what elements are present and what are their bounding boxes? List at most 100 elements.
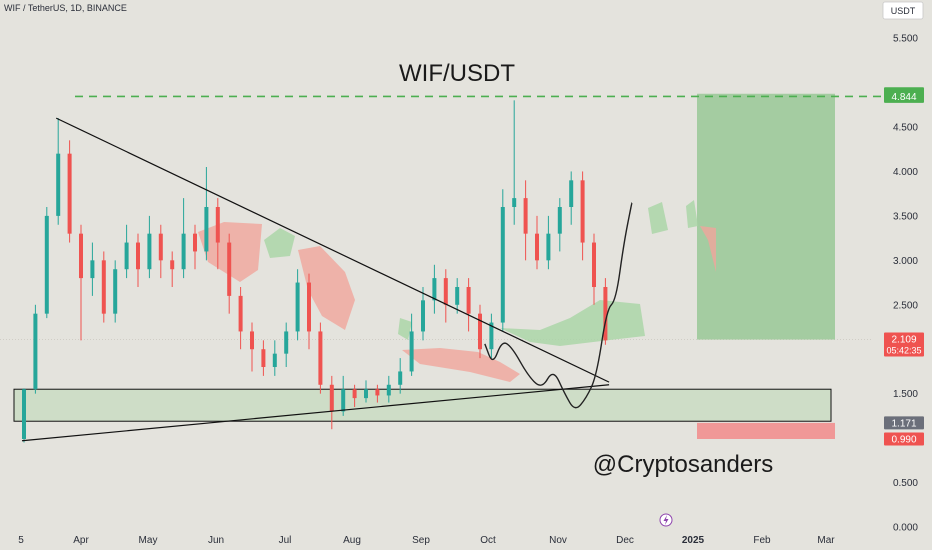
candle-body-0[interactable] — [22, 389, 26, 439]
cloud-segment-3 — [402, 348, 520, 382]
candle-body-17[interactable] — [215, 207, 220, 243]
descending-trendline[interactable] — [55, 117, 610, 383]
candle-body-48[interactable] — [569, 180, 574, 207]
candle-body-21[interactable] — [261, 349, 266, 367]
candle-body-19[interactable] — [238, 295, 243, 332]
symbol-info-label: WIF / TetherUS, 1D, BINANCE — [4, 3, 127, 13]
candle-body-31[interactable] — [375, 389, 380, 396]
candle-body-36[interactable] — [432, 278, 437, 301]
candle-body-43[interactable] — [512, 198, 517, 207]
candle-body-32[interactable] — [386, 384, 391, 396]
candle-body-4[interactable] — [67, 153, 72, 234]
candle-body-33[interactable] — [398, 371, 403, 385]
candle-body-5[interactable] — [79, 233, 83, 279]
candle-body-1[interactable] — [33, 313, 38, 390]
x-tick-label-1: Apr — [73, 535, 89, 546]
candle-body-34[interactable] — [409, 331, 414, 372]
candle-body-22[interactable] — [272, 353, 277, 367]
candle-body-10[interactable] — [136, 242, 140, 270]
candle-body-6[interactable] — [90, 260, 95, 279]
ascending-trendline[interactable] — [21, 384, 610, 442]
cloud-segment-2 — [298, 246, 355, 330]
candle-body-27[interactable] — [329, 384, 334, 412]
cloud-segment-7 — [686, 200, 698, 228]
x-tick-label-10: 2025 — [682, 535, 705, 546]
candle-body-16[interactable] — [204, 207, 209, 252]
candle-body-38[interactable] — [455, 287, 460, 305]
x-tick-label-12: Mar — [817, 535, 835, 546]
candle-body-51[interactable] — [603, 287, 608, 341]
price-badge-label-1: 4.844 — [891, 92, 916, 103]
candle-body-2[interactable] — [44, 215, 49, 314]
currency-badge-label: USDT — [891, 6, 916, 16]
candle-body-18[interactable] — [227, 242, 232, 296]
candle-body-7[interactable] — [101, 260, 106, 314]
candle-body-15[interactable] — [193, 233, 197, 252]
candle-body-28[interactable] — [341, 389, 346, 412]
price-badge-label-4: 0.990 — [891, 435, 916, 446]
candle-body-45[interactable] — [535, 233, 539, 261]
x-tick-label-8: Nov — [549, 535, 567, 546]
currency-badge[interactable]: USDT — [882, 1, 924, 20]
candle-body-25[interactable] — [307, 282, 311, 332]
candle-body-42[interactable] — [500, 207, 505, 323]
candle-body-9[interactable] — [124, 242, 129, 270]
candle-body-26[interactable] — [318, 331, 323, 385]
candles-layer[interactable] — [22, 100, 608, 443]
x-tick-label-11: Feb — [753, 535, 771, 546]
y-tick-label-6: 1.500 — [893, 389, 918, 400]
candle-body-23[interactable] — [284, 331, 289, 354]
candle-body-47[interactable] — [557, 207, 562, 234]
trendlines-layer — [21, 117, 633, 442]
price-badge-1 — [884, 89, 924, 103]
candle-body-20[interactable] — [250, 331, 254, 350]
y-tick-label-2: 4.000 — [893, 167, 918, 178]
candle-body-11[interactable] — [147, 233, 152, 270]
x-tick-label-9: Dec — [616, 535, 634, 546]
price-badge-label-3: 1.171 — [891, 418, 916, 429]
x-tick-label-2: May — [139, 535, 158, 546]
cloud-segment-4 — [398, 318, 412, 340]
watermark-handle: @Cryptosanders — [593, 451, 773, 478]
y-tick-label-0: 5.500 — [893, 34, 918, 45]
axes-layer: 5.500 4.500 4.000 3.500 3.000 2.500 1.500 0.500… — [18, 34, 918, 546]
candle-body-14[interactable] — [181, 233, 186, 270]
cloud-segment-6 — [648, 202, 668, 234]
candle-body-13[interactable] — [170, 260, 175, 270]
cloud-segment-1 — [264, 228, 295, 258]
x-tick-label-6: Sep — [412, 535, 430, 546]
y-tick-label-8: 0.000 — [893, 523, 918, 534]
candle-body-50[interactable] — [592, 242, 596, 287]
candle-body-41[interactable] — [489, 322, 494, 350]
candle-body-3[interactable] — [56, 153, 61, 216]
price-badge-label-2: 2.109 — [891, 335, 916, 346]
candle-body-29[interactable] — [352, 389, 357, 399]
support-zone — [13, 388, 832, 422]
candle-body-39[interactable] — [466, 287, 471, 314]
candle-body-37[interactable] — [443, 278, 448, 305]
y-tick-label-7: 0.500 — [893, 478, 918, 489]
candle-body-24[interactable] — [295, 282, 300, 332]
candle-body-46[interactable] — [546, 233, 551, 261]
currency-badge-box[interactable] — [882, 1, 924, 20]
x-tick-label-5: Aug — [343, 535, 361, 546]
candle-body-8[interactable] — [113, 269, 118, 314]
candle-body-12[interactable] — [158, 233, 163, 261]
price-badge-2 — [884, 332, 924, 357]
cloud-segment-8 — [700, 226, 716, 272]
zones-layer — [13, 93, 882, 439]
x-tick-label-3: Jun — [208, 535, 224, 546]
candle-body-30[interactable] — [364, 389, 368, 399]
chart-title: WIF/USDT — [399, 60, 515, 87]
candle-body-40[interactable] — [478, 313, 482, 350]
price-badge-3 — [884, 416, 924, 430]
lightning-icon[interactable] — [659, 513, 673, 527]
candle-body-35[interactable] — [421, 300, 425, 332]
x-tick-label-7: Oct — [480, 535, 496, 546]
candle-body-49[interactable] — [580, 180, 585, 243]
price-badge-4 — [884, 432, 924, 446]
y-tick-label-5: 2.500 — [893, 300, 918, 311]
candle-body-44[interactable] — [523, 198, 528, 234]
